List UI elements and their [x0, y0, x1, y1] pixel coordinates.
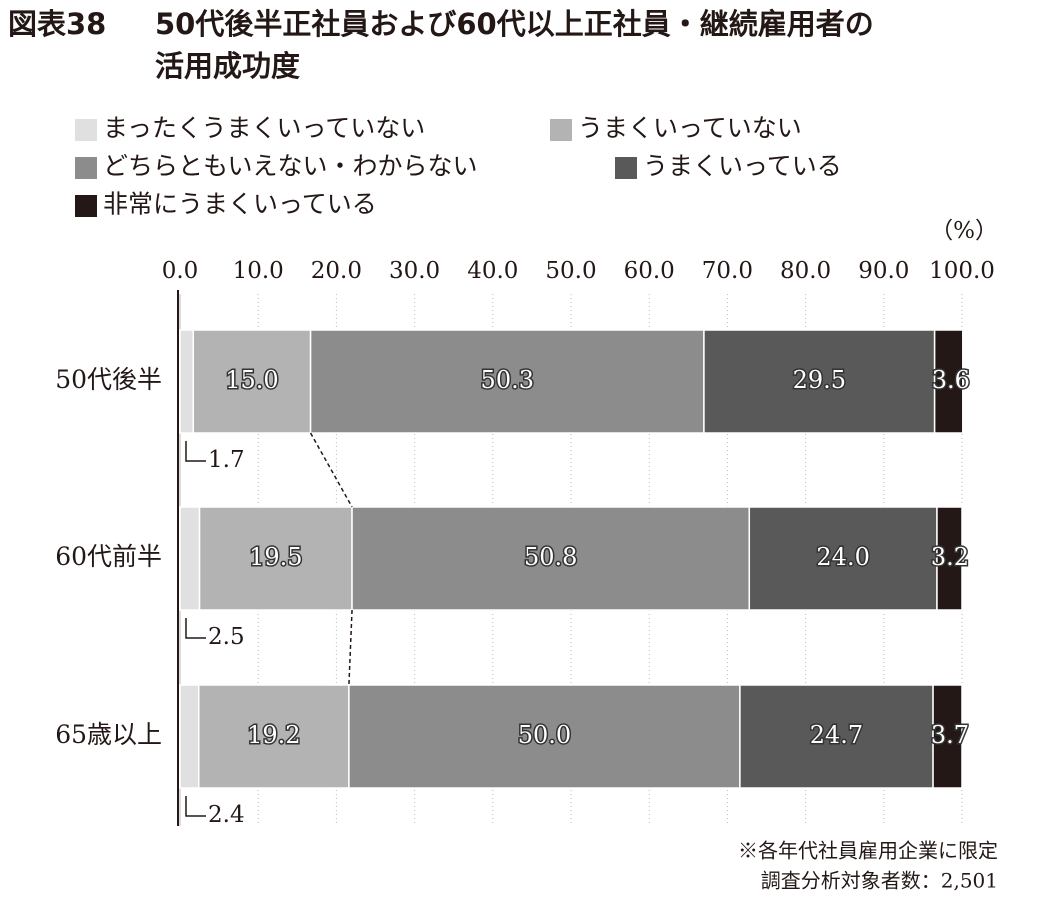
value-label: 19.5 [249, 543, 302, 571]
value-label: 3.7 [931, 721, 969, 749]
chart-title-line: 50代後半正社員および60代以上正社員・継続雇用者の [155, 7, 874, 41]
bar-segment [748, 506, 938, 611]
value-label: 29.5 [793, 366, 846, 394]
leader-line [185, 441, 206, 462]
chart-title-line: 活用成功度 [155, 49, 300, 83]
x-tick-label: 0.0 [162, 258, 199, 284]
bar-segment [179, 329, 195, 434]
value-label: 3.2 [931, 543, 969, 571]
x-tick-label: 10.0 [233, 258, 284, 284]
legend-swatch [615, 157, 637, 179]
legend-label: うまくいっていない [578, 114, 802, 143]
category-label: 60代前半 [55, 542, 162, 571]
x-tick-label: 40.0 [467, 258, 518, 284]
value-label: 19.2 [247, 721, 300, 749]
x-tick-label: 90.0 [858, 258, 909, 284]
bar-segment [179, 506, 201, 611]
value-label: 50.0 [518, 721, 571, 749]
legend-label: どちらともいえない・わからない [103, 152, 478, 181]
value-label: 3.6 [932, 366, 970, 394]
x-tick-label: 60.0 [624, 258, 675, 284]
bar-segment [936, 506, 963, 611]
value-label: 2.4 [208, 802, 245, 828]
bar-segment [933, 329, 964, 434]
bar-segment [192, 329, 312, 434]
legend-swatch [550, 119, 572, 141]
category-label: 65歳以上 [55, 720, 162, 749]
bar-segment [739, 684, 934, 789]
value-label: 2.5 [208, 624, 245, 650]
value-label: 50.3 [481, 366, 534, 394]
figure-label: 図表38 [8, 7, 106, 41]
bar-segment [198, 506, 353, 611]
axis-unit: （%） [930, 218, 998, 244]
value-label: 15.0 [225, 366, 278, 394]
note: 調査分析対象者数：2,501 [761, 869, 998, 893]
x-tick-label: 70.0 [702, 258, 753, 284]
value-label: 24.7 [810, 721, 863, 749]
connector-line [348, 609, 353, 686]
legend-swatch [75, 195, 97, 217]
bar-segment [932, 684, 963, 789]
note: ※各年代社員雇用企業に限定 [738, 839, 998, 863]
category-label: 50代後半 [55, 365, 162, 394]
legend-label: 非常にうまくいっている [103, 190, 377, 219]
bar-segment [179, 684, 200, 789]
x-tick-label: 80.0 [780, 258, 831, 284]
bar-segment [309, 329, 705, 434]
legend-label: まったくうまくいっていない [103, 114, 425, 143]
legend-swatch [75, 157, 97, 179]
leader-line [185, 618, 206, 639]
leader-line [185, 796, 206, 817]
connector-line [309, 432, 353, 508]
bar-segment [198, 684, 350, 789]
legend-label: うまくいっている [643, 152, 842, 181]
value-label: 1.7 [208, 447, 245, 473]
x-tick-label: 30.0 [389, 258, 440, 284]
legend-swatch [75, 119, 97, 141]
bar-segment [348, 684, 741, 789]
x-tick-label: 50.0 [545, 258, 596, 284]
x-tick-label: 100.0 [929, 258, 995, 284]
value-label: 24.0 [816, 543, 869, 571]
x-tick-label: 20.0 [311, 258, 362, 284]
value-label: 50.8 [524, 543, 577, 571]
